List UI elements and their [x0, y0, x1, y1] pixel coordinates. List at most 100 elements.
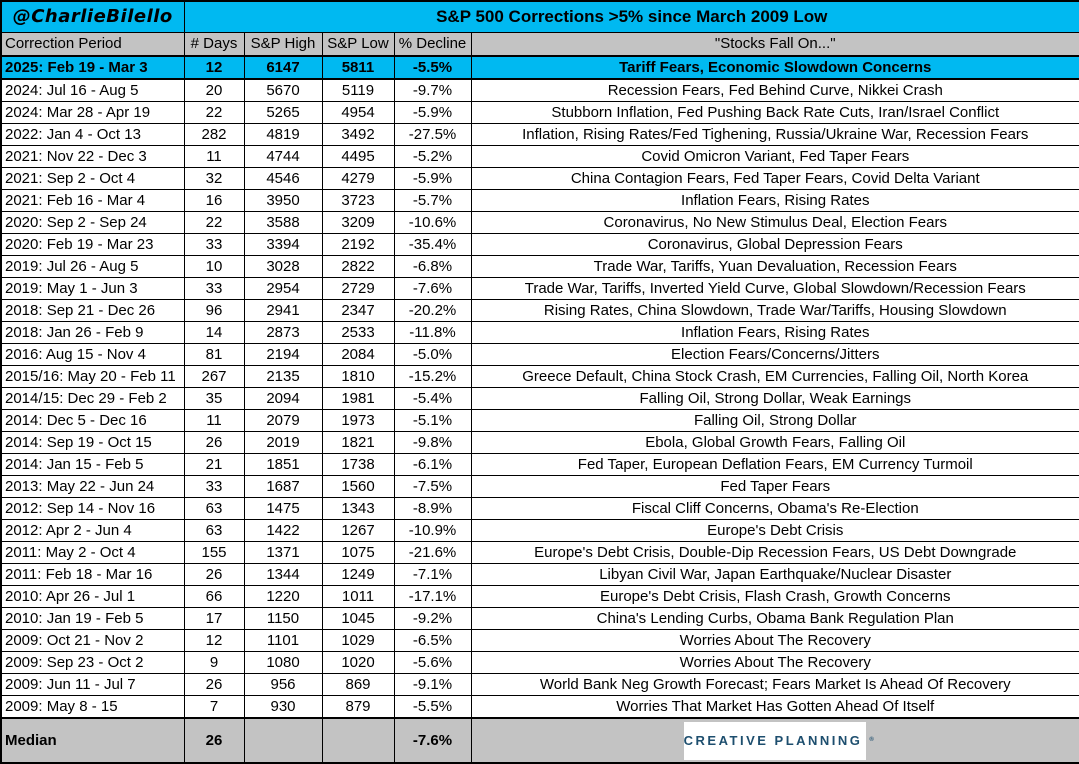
cell-decline: -10.9% — [393, 519, 472, 542]
table-row: 2014/15: Dec 29 - Feb 2 35 2094 1981 -5.… — [0, 387, 1079, 410]
cell-sp-high: 1150 — [243, 607, 323, 630]
cell-sp-low: 5119 — [321, 78, 395, 102]
cell-sp-high: 2873 — [243, 321, 323, 344]
cell-sp-high: 6147 — [243, 55, 323, 80]
cell-decline: -9.1% — [393, 673, 472, 696]
column-header-sp-high: S&P High — [243, 32, 323, 57]
cell-correction-period: 2014/15: Dec 29 - Feb 2 — [0, 387, 185, 410]
cell-sp-high: 5265 — [243, 101, 323, 124]
cell-sp-high: 1220 — [243, 585, 323, 608]
cell-days: 33 — [183, 277, 245, 300]
cell-decline: -9.8% — [393, 431, 472, 454]
table-row: 2021: Feb 16 - Mar 4 16 3950 3723 -5.7% … — [0, 189, 1079, 212]
table-row: 2009: Sep 23 - Oct 2 9 1080 1020 -5.6% W… — [0, 651, 1079, 674]
attribution-handle: @CharlieBilello — [0, 0, 185, 33]
cell-reason: Tariff Fears, Economic Slowdown Concerns — [470, 55, 1079, 80]
cell-correction-period: 2009: May 8 - 15 — [0, 695, 185, 719]
cell-decline: -5.6% — [393, 651, 472, 674]
cell-reason: Fed Taper Fears — [470, 475, 1079, 498]
cell-days: 33 — [183, 475, 245, 498]
cell-days: 20 — [183, 78, 245, 102]
cell-sp-low: 1075 — [321, 541, 395, 564]
table-body: 2025: Feb 19 - Mar 3 12 6147 5811 -5.5% … — [0, 55, 1079, 719]
column-header-days: # Days — [183, 32, 245, 57]
cell-days: 66 — [183, 585, 245, 608]
cell-correction-period: 2012: Sep 14 - Nov 16 — [0, 497, 185, 520]
cell-sp-high: 2079 — [243, 409, 323, 432]
cell-correction-period: 2024: Jul 16 - Aug 5 — [0, 78, 185, 102]
cell-correction-period: 2021: Feb 16 - Mar 4 — [0, 189, 185, 212]
cell-correction-period: 2020: Sep 2 - Sep 24 — [0, 211, 185, 234]
cell-reason: Election Fears/Concerns/Jitters — [470, 343, 1079, 366]
cell-reason: Inflation Fears, Rising Rates — [470, 321, 1079, 344]
cell-decline: -5.2% — [393, 145, 472, 168]
cell-decline: -5.1% — [393, 409, 472, 432]
cell-sp-low: 1981 — [321, 387, 395, 410]
cell-correction-period: 2015/16: May 20 - Feb 11 — [0, 365, 185, 388]
cell-sp-low: 1738 — [321, 453, 395, 476]
cell-reason: Recession Fears, Fed Behind Curve, Nikke… — [470, 78, 1079, 102]
creative-planning-logo: CREATIVE PLANNING ® — [684, 721, 874, 760]
cell-correction-period: 2009: Jun 11 - Jul 7 — [0, 673, 185, 696]
cell-correction-period: 2013: May 22 - Jun 24 — [0, 475, 185, 498]
cell-days: 267 — [183, 365, 245, 388]
cell-correction-period: 2010: Apr 26 - Jul 1 — [0, 585, 185, 608]
cell-sp-high: 3028 — [243, 255, 323, 278]
cell-sp-high: 2194 — [243, 343, 323, 366]
table-row: 2013: May 22 - Jun 24 33 1687 1560 -7.5%… — [0, 475, 1079, 498]
cell-sp-low: 879 — [321, 695, 395, 719]
cell-sp-low: 2822 — [321, 255, 395, 278]
cell-correction-period: 2018: Jan 26 - Feb 9 — [0, 321, 185, 344]
cell-reason: Greece Default, China Stock Crash, EM Cu… — [470, 365, 1079, 388]
table-row: 2010: Jan 19 - Feb 5 17 1150 1045 -9.2% … — [0, 607, 1079, 630]
cell-reason: Inflation, Rising Rates/Fed Tighening, R… — [470, 123, 1079, 146]
table-row: 2012: Apr 2 - Jun 4 63 1422 1267 -10.9% … — [0, 519, 1079, 542]
cell-decline: -6.5% — [393, 629, 472, 652]
cell-sp-low: 1020 — [321, 651, 395, 674]
cell-decline: -6.8% — [393, 255, 472, 278]
cell-days: 26 — [183, 673, 245, 696]
cell-correction-period: 2012: Apr 2 - Jun 4 — [0, 519, 185, 542]
cell-decline: -27.5% — [393, 123, 472, 146]
table-row: 2018: Jan 26 - Feb 9 14 2873 2533 -11.8%… — [0, 321, 1079, 344]
table-row: 2020: Sep 2 - Sep 24 22 3588 3209 -10.6%… — [0, 211, 1079, 234]
column-header-correction-period: Correction Period — [0, 32, 185, 57]
cell-days: 63 — [183, 497, 245, 520]
cell-sp-high: 956 — [243, 673, 323, 696]
median-sp-high-empty — [243, 717, 323, 764]
cell-correction-period: 2019: Jul 26 - Aug 5 — [0, 255, 185, 278]
cell-sp-low: 1011 — [321, 585, 395, 608]
cell-decline: -11.8% — [393, 321, 472, 344]
cell-sp-low: 1267 — [321, 519, 395, 542]
cell-decline: -35.4% — [393, 233, 472, 256]
cell-correction-period: 2011: May 2 - Oct 4 — [0, 541, 185, 564]
cell-sp-low: 4495 — [321, 145, 395, 168]
cell-sp-low: 1973 — [321, 409, 395, 432]
table-row: 2020: Feb 19 - Mar 23 33 3394 2192 -35.4… — [0, 233, 1079, 256]
cell-correction-period: 2014: Sep 19 - Oct 15 — [0, 431, 185, 454]
table-row: 2011: Feb 18 - Mar 16 26 1344 1249 -7.1%… — [0, 563, 1079, 586]
cell-sp-low: 1249 — [321, 563, 395, 586]
cell-sp-high: 2019 — [243, 431, 323, 454]
table-row: 2018: Sep 21 - Dec 26 96 2941 2347 -20.2… — [0, 299, 1079, 322]
cell-decline: -15.2% — [393, 365, 472, 388]
table-row: 2011: May 2 - Oct 4 155 1371 1075 -21.6%… — [0, 541, 1079, 564]
cell-days: 35 — [183, 387, 245, 410]
median-decline: -7.6% — [393, 717, 472, 764]
cell-days: 12 — [183, 629, 245, 652]
cell-days: 22 — [183, 101, 245, 124]
cell-days: 81 — [183, 343, 245, 366]
cell-sp-low: 1045 — [321, 607, 395, 630]
cell-sp-high: 930 — [243, 695, 323, 719]
cell-correction-period: 2014: Dec 5 - Dec 16 — [0, 409, 185, 432]
cell-sp-low: 2192 — [321, 233, 395, 256]
cell-reason: Stubborn Inflation, Fed Pushing Back Rat… — [470, 101, 1079, 124]
cell-days: 155 — [183, 541, 245, 564]
cell-sp-low: 4954 — [321, 101, 395, 124]
cell-sp-low: 1821 — [321, 431, 395, 454]
table-row: 2012: Sep 14 - Nov 16 63 1475 1343 -8.9%… — [0, 497, 1079, 520]
cell-days: 12 — [183, 55, 245, 80]
cell-days: 16 — [183, 189, 245, 212]
cell-sp-high: 1080 — [243, 651, 323, 674]
table-row: 2022: Jan 4 - Oct 13 282 4819 3492 -27.5… — [0, 123, 1079, 146]
